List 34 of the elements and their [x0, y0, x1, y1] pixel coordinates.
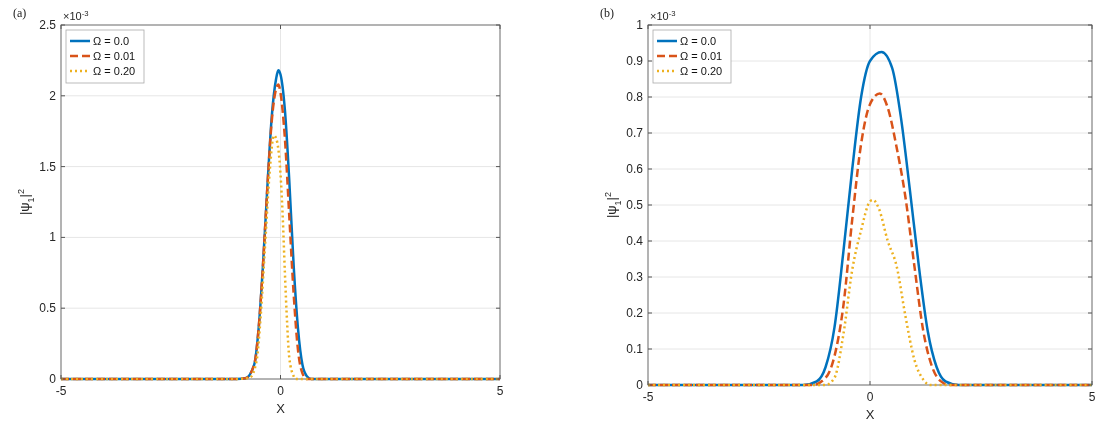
legend-label: Ω = 0.20: [680, 65, 723, 77]
y-tick-label: 1: [636, 18, 644, 32]
text: ×10$^{-3}$: [63, 8, 89, 22]
y-tick-label: 0.6: [626, 162, 644, 176]
y-tick-label: 1: [49, 230, 57, 245]
chart-title: (b): [600, 6, 614, 20]
y-tick-label: 2.5: [39, 18, 57, 32]
legend-label: Ω = 0.01: [93, 50, 136, 62]
x-tick-label: 5: [1088, 390, 1096, 404]
x-tick-label: 5: [496, 384, 504, 398]
y-tick-label: 0.5: [626, 198, 644, 212]
text: ×10$^{-3}$: [650, 8, 676, 22]
x-axis-title: X: [276, 401, 286, 416]
legend-label: Ω = 0.0: [93, 35, 130, 47]
legend-label: Ω = 0.20: [93, 65, 136, 77]
y-tick-label: 0.8: [626, 90, 644, 104]
legend-label: Ω = 0.01: [680, 50, 723, 62]
x-tick-label: -5: [55, 384, 67, 398]
y-tick-label: 0.5: [39, 301, 57, 316]
y-tick-label: 0: [49, 372, 57, 386]
y-tick-label: 1.5: [39, 159, 57, 174]
y-tick-label: 0.9: [626, 54, 644, 68]
y-tick-label: 0.4: [626, 234, 644, 248]
x-axis-title: X: [865, 407, 875, 422]
y-tick-label: 0.3: [626, 270, 644, 284]
y-tick-label: 0.7: [626, 126, 644, 140]
y-tick-label: 2: [49, 88, 57, 103]
x-tick-label: -5: [642, 390, 654, 404]
chart-title: (a): [13, 6, 27, 20]
y-tick-label: 0.1: [626, 342, 644, 356]
y-tick-label: 0.2: [626, 306, 644, 320]
x-tick-label: 0: [277, 384, 285, 398]
x-tick-label: 0: [866, 390, 874, 404]
legend-label: Ω = 0.0: [680, 35, 717, 47]
